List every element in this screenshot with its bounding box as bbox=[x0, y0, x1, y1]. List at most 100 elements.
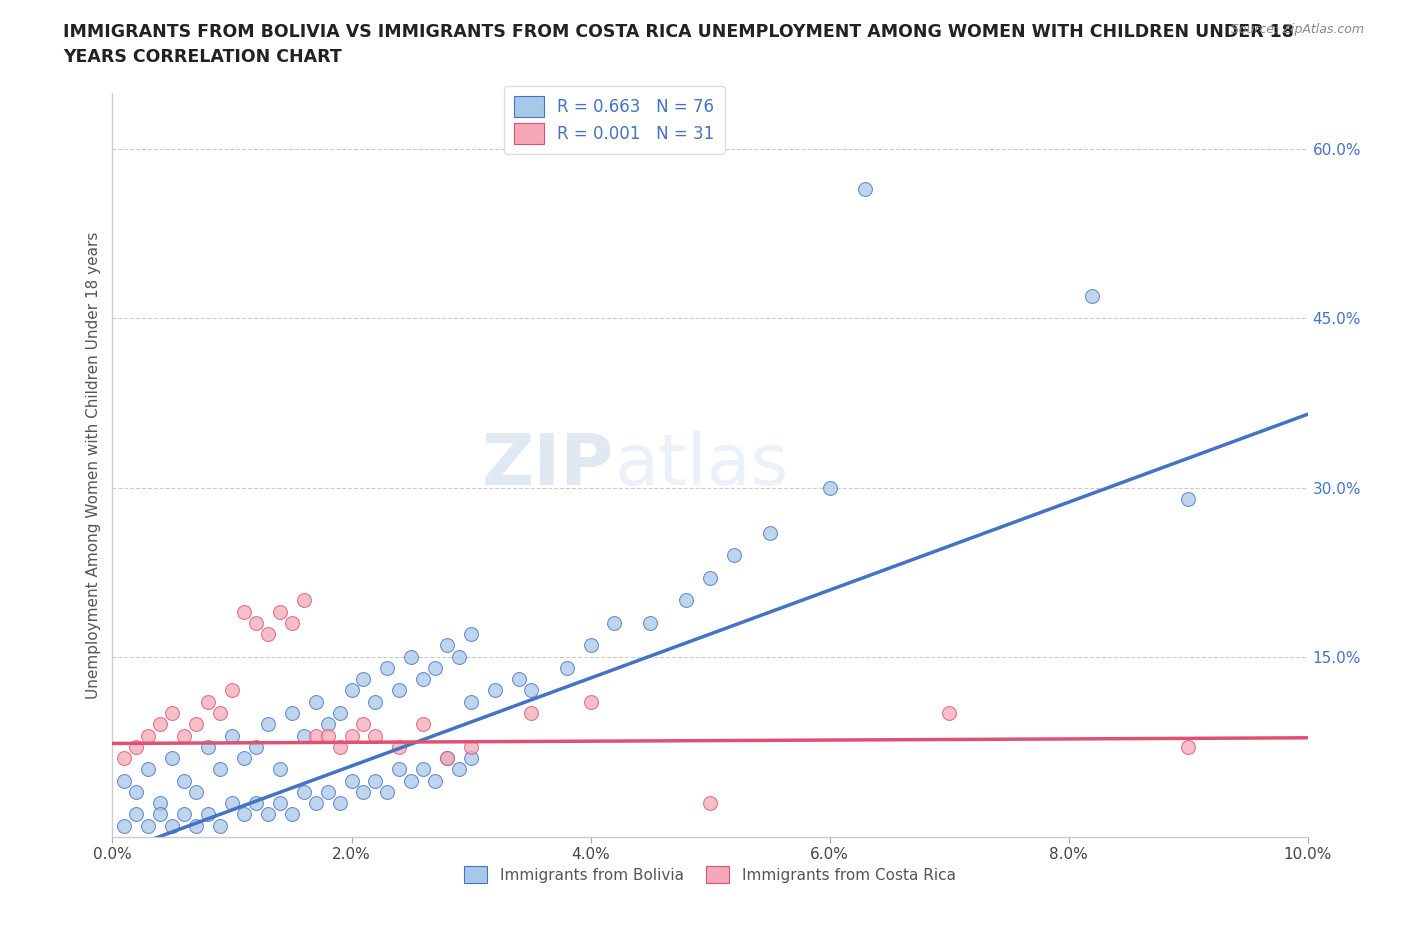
Point bbox=[579, 638, 602, 653]
Point bbox=[412, 717, 434, 732]
Point bbox=[388, 683, 411, 698]
Y-axis label: Unemployment Among Women with Children Under 18 years: Unemployment Among Women with Children U… bbox=[86, 232, 101, 698]
Point bbox=[316, 728, 339, 743]
Point bbox=[388, 762, 411, 777]
Point bbox=[377, 785, 399, 800]
Point bbox=[460, 751, 482, 765]
Text: ZIP: ZIP bbox=[482, 431, 614, 499]
Point bbox=[186, 818, 208, 833]
Point bbox=[114, 818, 135, 833]
Point bbox=[460, 739, 482, 754]
Point bbox=[209, 762, 232, 777]
Text: YEARS CORRELATION CHART: YEARS CORRELATION CHART bbox=[63, 48, 342, 66]
Point bbox=[520, 683, 543, 698]
Text: Source: ZipAtlas.com: Source: ZipAtlas.com bbox=[1230, 23, 1364, 36]
Point bbox=[281, 706, 304, 721]
Point bbox=[149, 807, 172, 822]
Point bbox=[292, 592, 315, 607]
Point bbox=[245, 616, 267, 631]
Point bbox=[818, 480, 841, 495]
Point bbox=[699, 570, 721, 585]
Point bbox=[329, 739, 352, 754]
Text: IMMIGRANTS FROM BOLIVIA VS IMMIGRANTS FROM COSTA RICA UNEMPLOYMENT AMONG WOMEN W: IMMIGRANTS FROM BOLIVIA VS IMMIGRANTS FR… bbox=[63, 23, 1294, 41]
Point bbox=[173, 773, 195, 788]
Point bbox=[436, 751, 458, 765]
Point bbox=[149, 796, 172, 811]
Point bbox=[186, 785, 208, 800]
Point bbox=[436, 751, 458, 765]
Point bbox=[520, 706, 543, 721]
Point bbox=[197, 807, 219, 822]
Point bbox=[377, 660, 399, 675]
Point bbox=[425, 773, 447, 788]
Point bbox=[257, 807, 280, 822]
Point bbox=[449, 762, 471, 777]
Point bbox=[401, 773, 423, 788]
Point bbox=[316, 717, 339, 732]
Point bbox=[221, 683, 243, 698]
Point bbox=[353, 671, 375, 686]
Point bbox=[353, 717, 375, 732]
Legend: Immigrants from Bolivia, Immigrants from Costa Rica: Immigrants from Bolivia, Immigrants from… bbox=[458, 860, 962, 889]
Text: atlas: atlas bbox=[614, 431, 789, 499]
Point bbox=[1081, 288, 1104, 303]
Point bbox=[484, 683, 506, 698]
Point bbox=[162, 706, 183, 721]
Point bbox=[938, 706, 960, 721]
Point bbox=[269, 796, 291, 811]
Point bbox=[855, 181, 877, 196]
Point bbox=[257, 717, 280, 732]
Point bbox=[138, 818, 160, 833]
Point bbox=[162, 751, 183, 765]
Point bbox=[305, 695, 328, 710]
Point bbox=[269, 762, 291, 777]
Point bbox=[603, 616, 626, 631]
Point bbox=[329, 706, 352, 721]
Point bbox=[257, 627, 280, 642]
Point bbox=[221, 728, 243, 743]
Point bbox=[1177, 739, 1199, 754]
Point bbox=[412, 762, 434, 777]
Point bbox=[197, 695, 219, 710]
Point bbox=[269, 604, 291, 619]
Point bbox=[233, 604, 256, 619]
Point bbox=[555, 660, 578, 675]
Point bbox=[305, 728, 328, 743]
Point bbox=[675, 592, 697, 607]
Point bbox=[114, 751, 135, 765]
Point bbox=[125, 785, 148, 800]
Point bbox=[699, 796, 721, 811]
Point bbox=[412, 671, 434, 686]
Point bbox=[640, 616, 662, 631]
Point bbox=[186, 717, 208, 732]
Point bbox=[305, 796, 328, 811]
Point bbox=[125, 739, 148, 754]
Point bbox=[114, 773, 135, 788]
Point bbox=[364, 773, 387, 788]
Point bbox=[340, 728, 363, 743]
Point bbox=[173, 807, 195, 822]
Point bbox=[292, 785, 315, 800]
Point bbox=[401, 649, 423, 664]
Point bbox=[281, 807, 304, 822]
Point bbox=[364, 728, 387, 743]
Point bbox=[364, 695, 387, 710]
Point bbox=[173, 728, 195, 743]
Point bbox=[316, 785, 339, 800]
Point bbox=[425, 660, 447, 675]
Point bbox=[340, 683, 363, 698]
Point bbox=[579, 695, 602, 710]
Point bbox=[723, 548, 745, 563]
Point bbox=[233, 807, 256, 822]
Point bbox=[1177, 491, 1199, 506]
Point bbox=[460, 627, 482, 642]
Point bbox=[233, 751, 256, 765]
Point bbox=[329, 796, 352, 811]
Point bbox=[340, 773, 363, 788]
Point bbox=[162, 818, 183, 833]
Point bbox=[353, 785, 375, 800]
Point bbox=[138, 762, 160, 777]
Point bbox=[245, 796, 267, 811]
Point bbox=[209, 818, 232, 833]
Point bbox=[759, 525, 782, 540]
